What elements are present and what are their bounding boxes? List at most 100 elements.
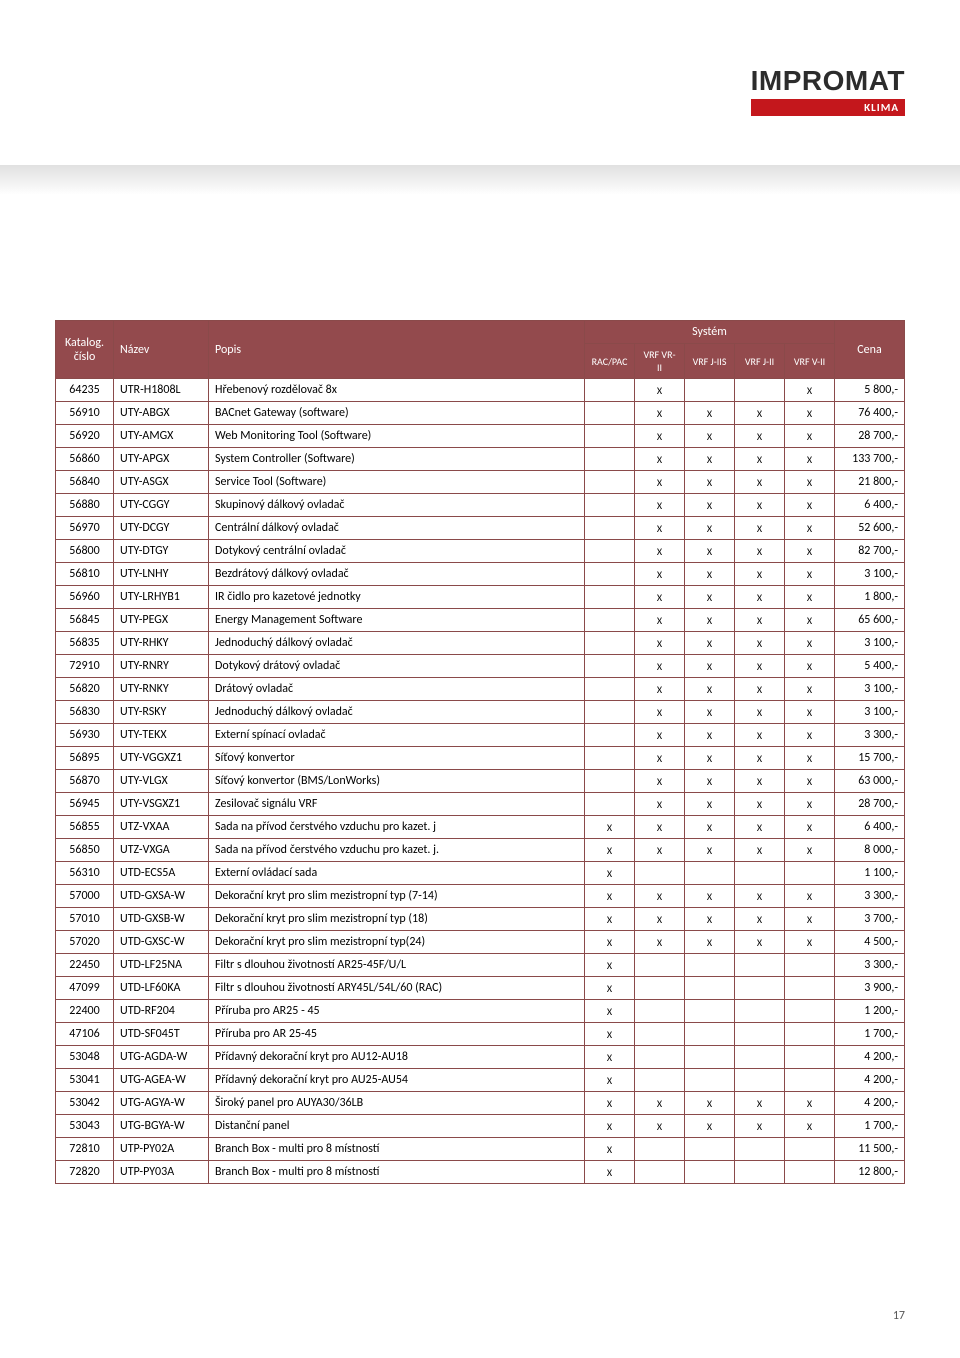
cell-katalog: 22400 (56, 1000, 114, 1023)
cell-sys-2: X (685, 747, 735, 770)
cell-sys-0 (585, 701, 635, 724)
cell-sys-3: X (735, 632, 785, 655)
cell-sys-3: X (735, 1092, 785, 1115)
table-row: 56970UTY-DCGYCentrální dálkový ovladačXX… (56, 517, 905, 540)
table-row: 56895UTY-VGGXZ1Síťový konvertorXXXX15 70… (56, 747, 905, 770)
cell-popis: Sada na přívod čerstvého vzduchu pro kaz… (209, 816, 585, 839)
cell-nazev: UTY-TEKX (114, 724, 209, 747)
cell-katalog: 56920 (56, 425, 114, 448)
cell-cena: 1 200,- (835, 1000, 905, 1023)
cell-sys-4: X (785, 793, 835, 816)
cell-sys-2: X (685, 448, 735, 471)
cell-sys-2: X (685, 793, 735, 816)
cell-nazev: UTY-PEGX (114, 609, 209, 632)
cell-sys-0: X (585, 954, 635, 977)
cell-sys-0 (585, 563, 635, 586)
cell-popis: Jednoduchý dálkový ovladač (209, 701, 585, 724)
cell-sys-3: X (735, 839, 785, 862)
cell-popis: Dekorační kryt pro slim mezistropní typ … (209, 908, 585, 931)
cell-sys-0 (585, 379, 635, 402)
cell-nazev: UTD-LF60KA (114, 977, 209, 1000)
cell-sys-4: X (785, 885, 835, 908)
cell-popis: Síťový konvertor (209, 747, 585, 770)
cell-popis: Sada na přívod čerstvého vzduchu pro kaz… (209, 839, 585, 862)
cell-popis: Hřebenový rozdělovač 8x (209, 379, 585, 402)
cell-sys-0 (585, 770, 635, 793)
cell-sys-3 (735, 379, 785, 402)
cell-sys-2 (685, 977, 735, 1000)
price-table: Katalog. číslo Název Popis Systém Cena R… (55, 320, 905, 1184)
cell-katalog: 56880 (56, 494, 114, 517)
cell-katalog: 56835 (56, 632, 114, 655)
cell-sys-0: X (585, 1161, 635, 1184)
cell-sys-4: X (785, 931, 835, 954)
cell-sys-1: X (635, 931, 685, 954)
cell-cena: 6 400,- (835, 494, 905, 517)
table-row: 57010UTD-GXSB-WDekorační kryt pro slim m… (56, 908, 905, 931)
cell-sys-2: X (685, 425, 735, 448)
cell-katalog: 56870 (56, 770, 114, 793)
cell-sys-0: X (585, 1046, 635, 1069)
cell-popis: Jednoduchý dálkový ovladač (209, 632, 585, 655)
table-row: 56845UTY-PEGXEnergy Management SoftwareX… (56, 609, 905, 632)
cell-sys-1 (635, 1023, 685, 1046)
cell-cena: 4 200,- (835, 1046, 905, 1069)
cell-sys-4: X (785, 540, 835, 563)
cell-sys-0 (585, 448, 635, 471)
cell-sys-2 (685, 1161, 735, 1184)
cell-sys-2: X (685, 471, 735, 494)
cell-sys-4: X (785, 448, 835, 471)
cell-sys-3: X (735, 540, 785, 563)
cell-popis: Síťový konvertor (BMS/LonWorks) (209, 770, 585, 793)
cell-cena: 65 600,- (835, 609, 905, 632)
cell-popis: Filtr s dlouhou životností AR25-45F/U/L (209, 954, 585, 977)
cell-sys-3 (735, 977, 785, 1000)
cell-sys-3: X (735, 885, 785, 908)
brand-logo: IMPROMAT KLIMA (751, 65, 905, 116)
cell-popis: System Controller (Software) (209, 448, 585, 471)
cell-nazev: UTG-AGDA-W (114, 1046, 209, 1069)
cell-nazev: UTD-RF204 (114, 1000, 209, 1023)
cell-katalog: 53043 (56, 1115, 114, 1138)
cell-cena: 1 100,- (835, 862, 905, 885)
cell-cena: 4 500,- (835, 931, 905, 954)
cell-sys-4: X (785, 678, 835, 701)
cell-popis: Dekorační kryt pro slim mezistropní typ(… (209, 931, 585, 954)
cell-katalog: 56910 (56, 402, 114, 425)
cell-cena: 133 700,- (835, 448, 905, 471)
cell-sys-1: X (635, 770, 685, 793)
table-row: 64235UTR-H1808LHřebenový rozdělovač 8xXX… (56, 379, 905, 402)
cell-popis: Externí spínací ovladač (209, 724, 585, 747)
cell-sys-2 (685, 1000, 735, 1023)
cell-cena: 63 000,- (835, 770, 905, 793)
cell-sys-1: X (635, 839, 685, 862)
table-row: 56800UTY-DTGYDotykový centrální ovladačX… (56, 540, 905, 563)
cell-cena: 5 800,- (835, 379, 905, 402)
cell-katalog: 53048 (56, 1046, 114, 1069)
cell-sys-2: X (685, 931, 735, 954)
cell-sys-0: X (585, 816, 635, 839)
logo-main-text: IMPROMAT (751, 65, 905, 97)
th-cena: Cena (835, 321, 905, 379)
cell-sys-1: X (635, 678, 685, 701)
th-sys-2: VRF J-IIS (685, 344, 735, 379)
table-row: 22450UTD-LF25NAFiltr s dlouhou životnost… (56, 954, 905, 977)
cell-sys-2: X (685, 816, 735, 839)
cell-sys-1: X (635, 379, 685, 402)
cell-cena: 12 800,- (835, 1161, 905, 1184)
cell-cena: 28 700,- (835, 793, 905, 816)
cell-sys-2 (685, 1023, 735, 1046)
cell-sys-0: X (585, 839, 635, 862)
cell-nazev: UTY-ASGX (114, 471, 209, 494)
cell-sys-3: X (735, 448, 785, 471)
table-row: 57000UTD-GXSA-WDekorační kryt pro slim m… (56, 885, 905, 908)
table-row: 56945UTY-VSGXZ1Zesilovač signálu VRFXXXX… (56, 793, 905, 816)
cell-sys-4: X (785, 632, 835, 655)
cell-sys-3 (735, 862, 785, 885)
table-row: 56850UTZ-VXGASada na přívod čerstvého vz… (56, 839, 905, 862)
table-row: 56860UTY-APGXSystem Controller (Software… (56, 448, 905, 471)
cell-sys-0: X (585, 1092, 635, 1115)
cell-sys-4 (785, 1138, 835, 1161)
cell-popis: Přídavný dekorační kryt pro AU25-AU54 (209, 1069, 585, 1092)
cell-cena: 28 700,- (835, 425, 905, 448)
